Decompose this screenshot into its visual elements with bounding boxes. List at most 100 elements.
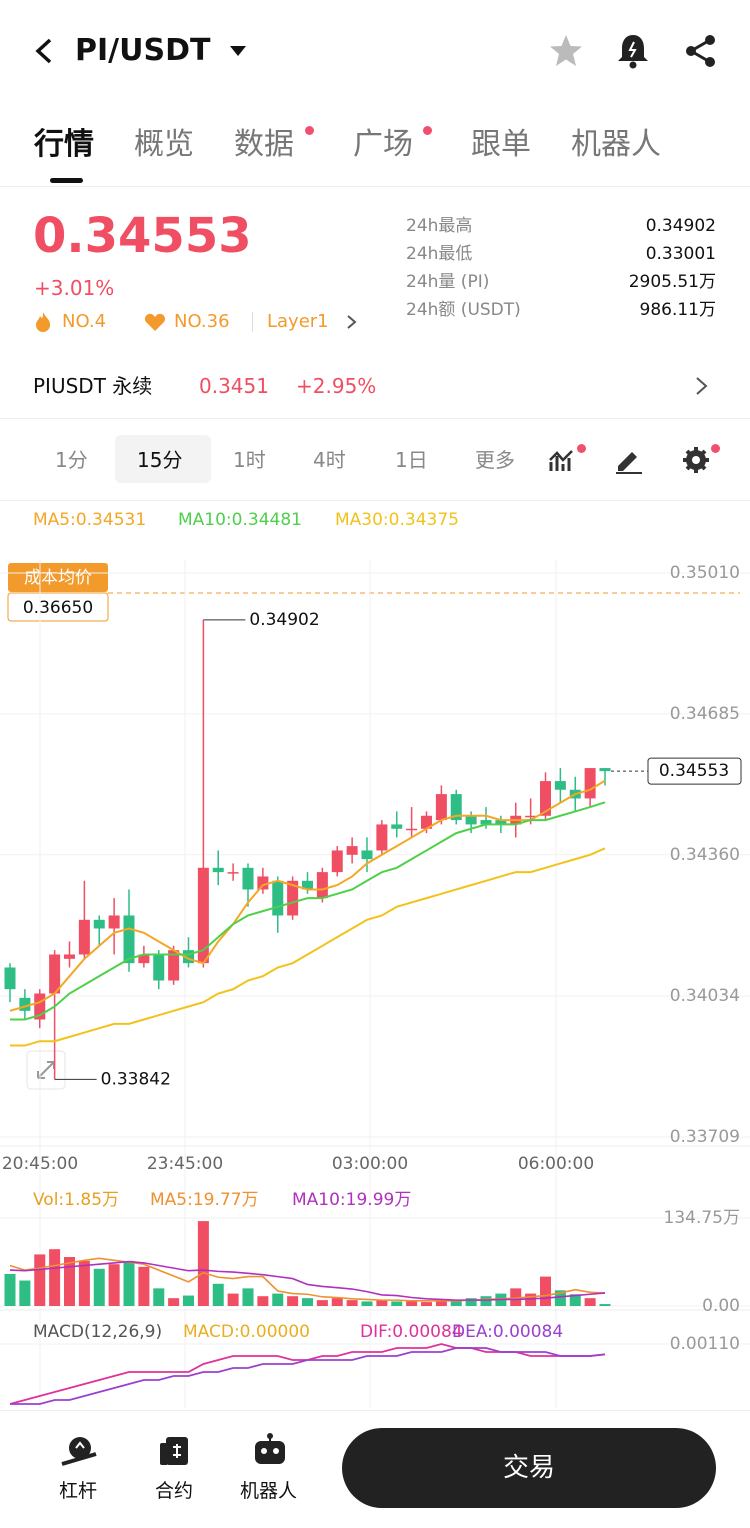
candle-body	[376, 824, 388, 851]
volume-bar	[78, 1260, 90, 1306]
volume-bar	[257, 1296, 269, 1306]
pair[interactable]: PI/USDT	[75, 33, 211, 68]
y-tick-label: 134.75万	[664, 1208, 740, 1228]
last-price-label: 0.34553	[659, 761, 729, 781]
cost-value-box	[7, 592, 109, 622]
kline-chart: 成本均价 0.36650 0.35010 0.34685 0.34360 0.3403…	[0, 510, 750, 1408]
legend-item: DIF:0.00084	[360, 1322, 463, 1342]
y-tick-label: 0.35010	[670, 563, 740, 583]
legend-item: DEA:0.00084	[452, 1322, 563, 1342]
last-price-box	[647, 757, 742, 785]
nav-label[interactable]: 合约	[155, 1480, 194, 1502]
robot-icon[interactable]	[252, 1432, 288, 1468]
interval[interactable]: 1时	[233, 448, 266, 472]
candle-body	[4, 967, 16, 990]
stat-label: 24h最低	[406, 244, 473, 264]
interval[interactable]: 更多	[475, 448, 515, 472]
caret-icon[interactable]	[228, 44, 248, 58]
volume-bar	[19, 1280, 31, 1306]
candle-body	[450, 794, 462, 821]
share-icon[interactable]	[683, 33, 719, 69]
candle-body	[599, 768, 611, 772]
volume-bar	[584, 1298, 596, 1306]
candle-body	[331, 850, 343, 873]
volume-bar	[525, 1293, 537, 1306]
volume-bar	[346, 1300, 358, 1306]
draw-icon[interactable]	[614, 446, 644, 474]
chevron-icon[interactable]	[345, 313, 359, 331]
interval[interactable]: 1分	[55, 448, 88, 472]
stat-label: 24h额 (USDT)	[406, 300, 521, 320]
perp-name[interactable]: PIUSDT 永续	[33, 374, 153, 398]
line-series	[10, 847, 606, 1047]
volume-bar	[108, 1264, 120, 1306]
candle-body	[554, 781, 566, 790]
indicator-icon[interactable]	[548, 446, 580, 474]
tab[interactable]: 数据	[234, 127, 294, 162]
candle-body	[316, 872, 328, 899]
star-icon[interactable]	[548, 33, 584, 69]
low-annotation: 0.33842	[101, 1069, 171, 1089]
contract-icon[interactable]	[158, 1434, 192, 1468]
x-tick-label: 20:45:00	[2, 1154, 78, 1174]
badge-dot	[711, 444, 720, 453]
candle-body	[138, 954, 150, 964]
cost-value: 0.36650	[23, 598, 93, 618]
candle-body	[197, 867, 209, 964]
volume-bar	[331, 1298, 343, 1306]
settings-icon[interactable]	[682, 446, 710, 474]
sector-tag[interactable]: Layer1	[267, 311, 329, 332]
interval[interactable]: 15分	[137, 448, 183, 472]
volume-bar	[212, 1283, 224, 1306]
tab[interactable]: 跟单	[471, 127, 531, 162]
volume-bar	[34, 1254, 46, 1306]
volume-bar	[183, 1295, 194, 1306]
stat-label: 24h最高	[406, 216, 473, 236]
tab[interactable]: 机器人	[571, 127, 661, 162]
rank-tag[interactable]: NO.36	[174, 311, 230, 332]
interval[interactable]: 4时	[313, 448, 346, 472]
volume-bar	[153, 1288, 165, 1306]
legend-item: MA30:0.34375	[335, 510, 459, 530]
trade-button-label[interactable]: 交易	[502, 1453, 555, 1483]
volume-bar	[406, 1301, 418, 1306]
candle-body	[287, 880, 299, 916]
trade-button[interactable]	[342, 1428, 716, 1508]
bell-icon[interactable]	[616, 32, 650, 70]
badge-dot	[423, 126, 432, 135]
candle-body	[49, 954, 61, 994]
rank-tag[interactable]: NO.4	[62, 311, 107, 332]
candle-body	[465, 815, 477, 825]
cost-label: 成本均价	[24, 568, 92, 588]
tab[interactable]: 广场	[353, 127, 413, 162]
volume-bar	[227, 1293, 239, 1306]
nav-label[interactable]: 杠杆	[59, 1480, 98, 1502]
candle-body	[435, 794, 447, 821]
candle-body	[183, 950, 194, 964]
legend-item: MA10:0.34481	[178, 510, 302, 530]
y-tick-label: 0.00110	[670, 1334, 740, 1354]
volume-bar	[361, 1301, 373, 1306]
candle-body	[406, 828, 418, 831]
y-tick-label: 0.00	[702, 1296, 740, 1316]
volume-bar	[287, 1296, 299, 1306]
legend-item: MA5:0.34531	[33, 510, 146, 530]
volume-bar	[421, 1302, 432, 1306]
back-icon[interactable]	[30, 36, 60, 66]
tab[interactable]: 行情	[34, 127, 94, 162]
nav-label[interactable]: 机器人	[240, 1480, 298, 1502]
line-series	[10, 1347, 606, 1405]
legend-item: MA10:19.99万	[292, 1190, 411, 1210]
leverage-icon[interactable]	[60, 1434, 98, 1468]
interval[interactable]: 1日	[395, 448, 428, 472]
volume-bar	[510, 1288, 522, 1306]
candle-body	[153, 954, 165, 981]
stat-label: 24h量 (PI)	[406, 272, 490, 292]
line-series	[10, 801, 606, 1021]
tab[interactable]: 概览	[134, 127, 194, 162]
chevron-icon[interactable]	[694, 375, 710, 397]
candle-body	[584, 768, 596, 799]
expand-icon	[37, 1061, 55, 1079]
stat-value: 0.34902	[645, 216, 716, 236]
